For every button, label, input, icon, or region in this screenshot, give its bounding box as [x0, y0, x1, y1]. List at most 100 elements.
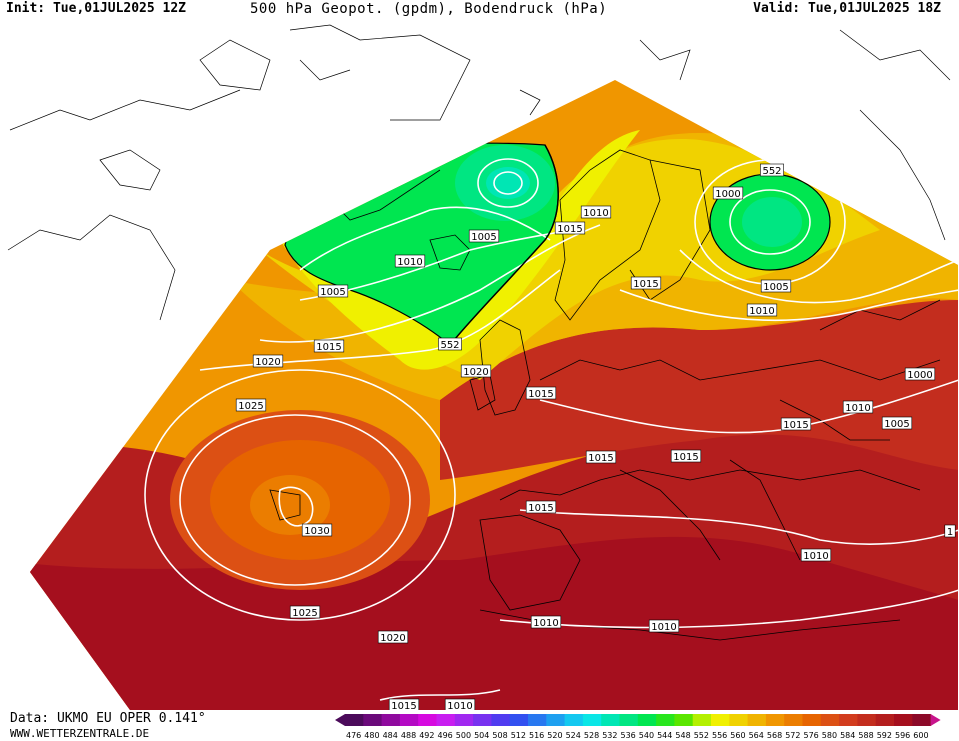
legend-swatch: [473, 714, 492, 726]
isobar-label: 1010: [648, 619, 680, 633]
isobar-label-text: 1010: [749, 306, 774, 317]
legend-tick-label: 488: [401, 731, 416, 740]
isobar-label: 1015: [585, 450, 617, 464]
legend-tick-label: 580: [822, 731, 837, 740]
isobar-label: 1015: [670, 449, 702, 463]
legend-swatch: [674, 714, 694, 726]
isobar-label: 1030: [301, 523, 333, 537]
isobar-label-text: 1010: [583, 208, 608, 219]
legend-swatch: [747, 714, 767, 726]
isobar-label: 1010: [530, 615, 562, 629]
legend-tick-label: 496: [438, 731, 453, 740]
isobar-label: 552: [438, 337, 462, 351]
isobar-label: 1010: [580, 205, 612, 219]
isobar-label-text: 552: [440, 340, 459, 351]
isobar-label: 1010: [746, 303, 778, 317]
isobar-label: 1005: [760, 279, 792, 293]
isobar-label-text: 1010: [845, 403, 870, 414]
legend-tick-label: 568: [767, 731, 782, 740]
legend-swatch: [729, 714, 749, 726]
isobar-label-text: 1025: [292, 608, 317, 619]
legend-tick-label: 492: [419, 731, 434, 740]
legend-tick-label: 564: [749, 731, 764, 740]
legend-tick-label: 520: [547, 731, 562, 740]
isobar-label: 1000: [712, 186, 744, 200]
legend-swatch: [582, 714, 602, 726]
isobar-label-text: 1010: [803, 551, 828, 562]
isobar-label-text: 1015: [316, 342, 341, 353]
isobar-label: 1010: [394, 254, 426, 268]
isobar-label-text: 1015: [528, 503, 553, 514]
legend-swatch: [381, 714, 401, 726]
legend-swatch: [875, 714, 895, 726]
legend-tick-label: 540: [639, 731, 654, 740]
legend-swatch: [820, 714, 840, 726]
legend-tick-label: 552: [694, 731, 709, 740]
isobar-label-text: 1010: [651, 622, 676, 633]
isobar-label-text: 1010: [397, 257, 422, 268]
map-title: 500 hPa Geopot. (gpdm), Bodendruck (hPa): [250, 1, 608, 17]
legend-swatch: [894, 714, 913, 726]
exterior-coastlines: [7, 24, 951, 321]
legend-swatch: [656, 714, 675, 726]
legend-tick-label: 548: [675, 731, 690, 740]
legend-tick-label: 524: [566, 731, 581, 740]
isobar-label-text: 1030: [304, 526, 329, 537]
legend-swatch: [454, 714, 474, 726]
legend-swatch: [564, 714, 584, 726]
isobar-label-text: 1005: [884, 419, 909, 430]
legend-swatch: [784, 714, 803, 726]
isobar-label-text: 1015: [557, 224, 582, 235]
legend-swatch: [692, 714, 712, 726]
isobar-label: 1015: [525, 500, 557, 514]
isobar-label-text: 1010: [447, 701, 472, 710]
isobar-label-text: 552: [762, 166, 781, 177]
legend-tick-label: 584: [840, 731, 855, 740]
legend-swatch: [601, 714, 620, 726]
legend-tick-label: 504: [474, 731, 489, 740]
legend-tick-label: 596: [895, 731, 910, 740]
line-552: [449, 144, 559, 346]
isobar-label-text: 1: [947, 527, 953, 538]
legend-tick-label: 576: [804, 731, 819, 740]
isobar-label: 1010: [800, 548, 832, 562]
legend-swatch: [839, 714, 858, 726]
isobar-label: 1025: [289, 605, 321, 619]
legend-tick-label: 556: [712, 731, 727, 740]
legend-swatch: [363, 714, 383, 726]
legend-tick-label: 508: [492, 731, 507, 740]
isobar-label-text: 1015: [391, 701, 416, 710]
isobar-label: 1015: [780, 417, 812, 431]
isobar-label: 1015: [525, 386, 557, 400]
legend-swatch: [528, 714, 547, 726]
legend-swatch: [765, 714, 785, 726]
isobar-label: 1005: [881, 416, 913, 430]
isobar-label-text: 1005: [763, 282, 788, 293]
legend-swatch: [491, 714, 511, 726]
legend-tick-label: 500: [456, 731, 471, 740]
isobar-label: 1025: [235, 398, 267, 412]
isobar-label: 1020: [252, 354, 284, 368]
legend-arrow-left: [335, 714, 345, 726]
init-time: Init: Tue,01JUL2025 12Z: [6, 1, 187, 16]
isobar-label: 1000: [904, 367, 936, 381]
isobar-label-text: 1005: [471, 232, 496, 243]
isobar-label-text: 1015: [588, 453, 613, 464]
legend-arrow-right: [930, 714, 941, 726]
data-source: Data: UKMO EU OPER 0.141°: [10, 711, 206, 726]
legend-swatch: [711, 714, 730, 726]
legend-swatch: [509, 714, 529, 726]
isobar-label: 1: [944, 524, 956, 538]
isobar-label-text: 1020: [463, 367, 488, 378]
color-legend: 476 480 484 488 492 496 500 504 508 512 516 520 524 5…: [335, 714, 941, 740]
legend-swatch: [802, 714, 822, 726]
legend-swatch: [619, 714, 639, 726]
isobar-label: 1010: [842, 400, 874, 414]
legend-swatch: [912, 714, 932, 726]
legend-swatch: [345, 714, 364, 726]
isobar-label-text: 1000: [715, 189, 740, 200]
legend-tick-label: 600: [913, 731, 928, 740]
legend-tick-label: 528: [584, 731, 599, 740]
isobar-label-text: 1015: [528, 389, 553, 400]
